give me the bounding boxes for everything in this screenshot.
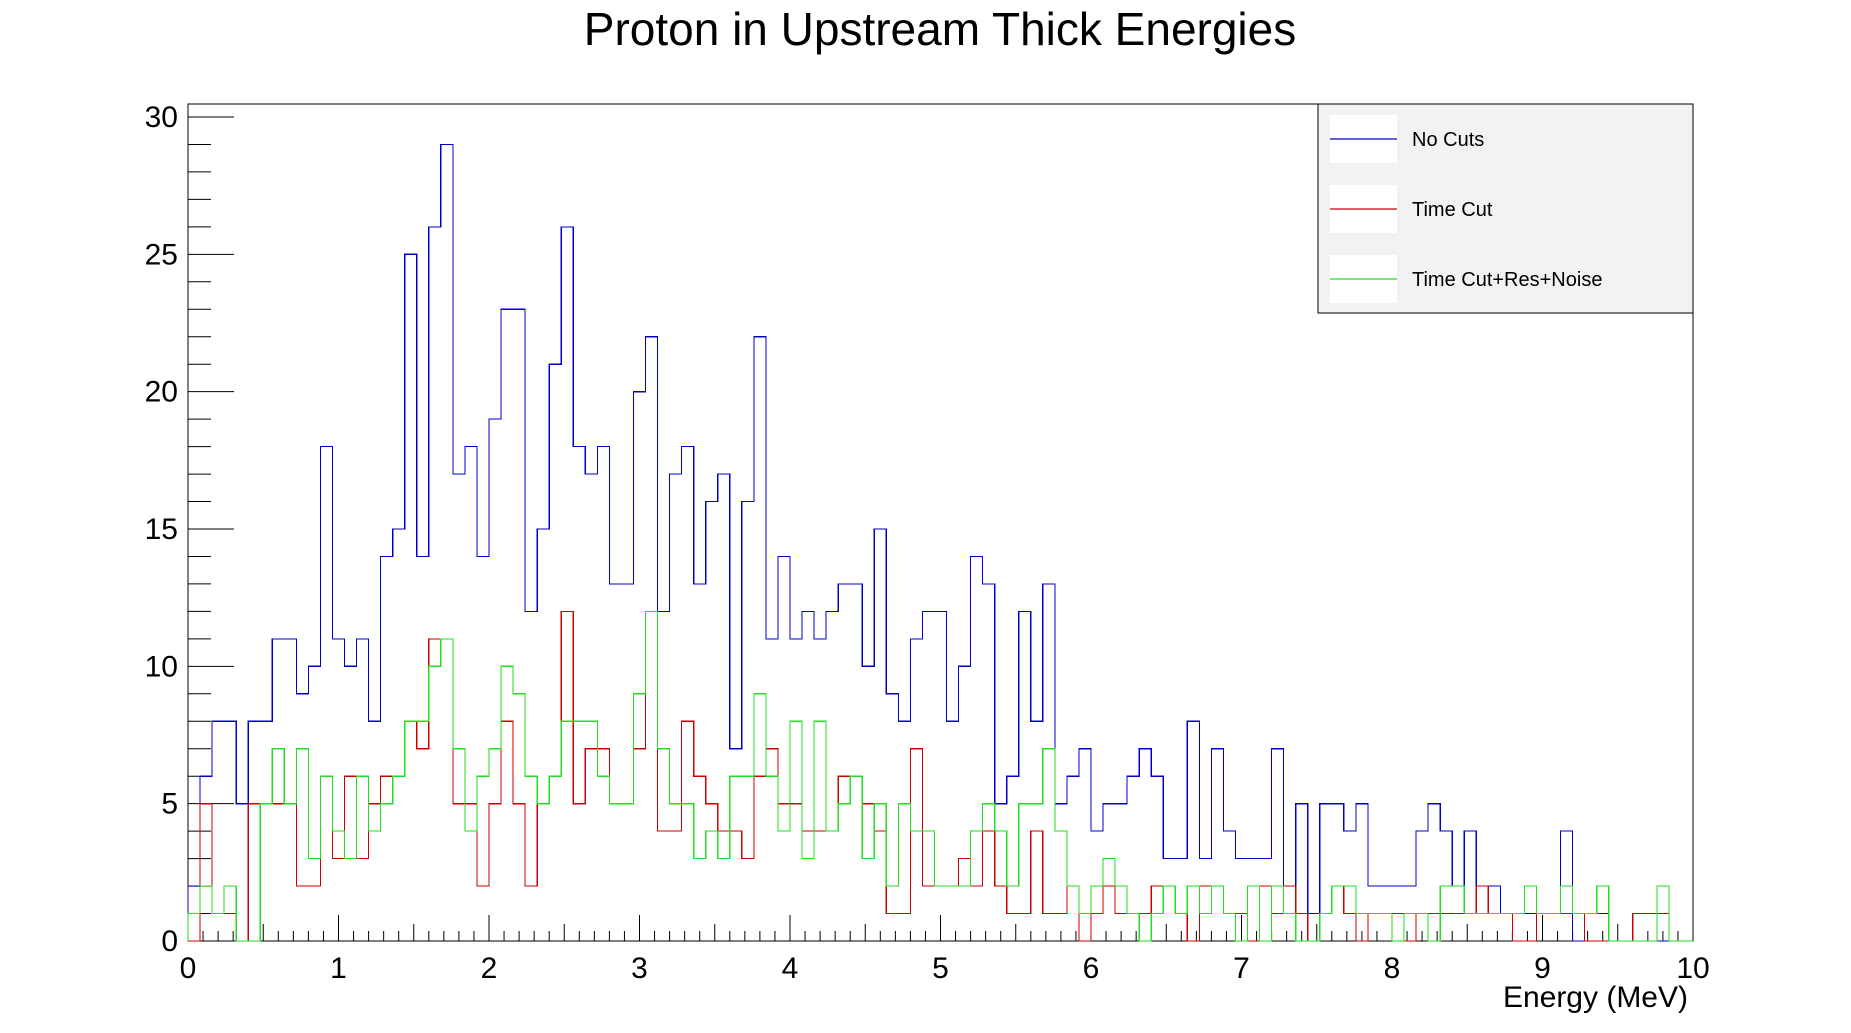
series-line-1 (188, 610, 1693, 942)
x-tick-label: 4 (782, 952, 799, 985)
legend: No Cuts Time Cut Time Cut+Res+Noise (1317, 103, 1694, 314)
y-tick-label: 30 (145, 101, 178, 134)
x-tick-label: 10 (1676, 952, 1709, 985)
legend-label: No Cuts (1412, 129, 1484, 151)
y-axis: 0 5 10 15 20 25 30 (145, 101, 234, 958)
x-axis-label: Energy (MeV) (1503, 981, 1688, 1014)
y-tick-label: 15 (145, 513, 178, 546)
x-tick-label: 0 (180, 952, 197, 985)
series-layer (187, 143, 1693, 942)
x-tick-label: 3 (631, 952, 648, 985)
series-line-2 (187, 610, 1693, 942)
legend-label: Time Cut (1412, 199, 1493, 221)
x-tick-label: 9 (1534, 952, 1551, 985)
y-tick-label: 5 (161, 788, 178, 821)
legend-label: Time Cut+Res+Noise (1412, 269, 1602, 291)
y-tick-label: 10 (145, 650, 178, 683)
x-axis: 0 1 2 3 4 5 6 7 8 9 10 (180, 915, 1710, 985)
x-tick-label: 7 (1233, 952, 1250, 985)
x-tick-label: 2 (481, 952, 498, 985)
x-tick-label: 8 (1384, 952, 1401, 985)
chart-title: Proton in Upstream Thick Energies (584, 3, 1296, 55)
series-line-0 (187, 143, 1693, 942)
x-tick-label: 1 (330, 952, 347, 985)
x-tick-label: 6 (1083, 952, 1100, 985)
y-tick-label: 0 (161, 925, 178, 958)
y-tick-label: 20 (145, 376, 178, 409)
y-tick-label: 25 (145, 238, 178, 271)
x-tick-label: 5 (932, 952, 949, 985)
